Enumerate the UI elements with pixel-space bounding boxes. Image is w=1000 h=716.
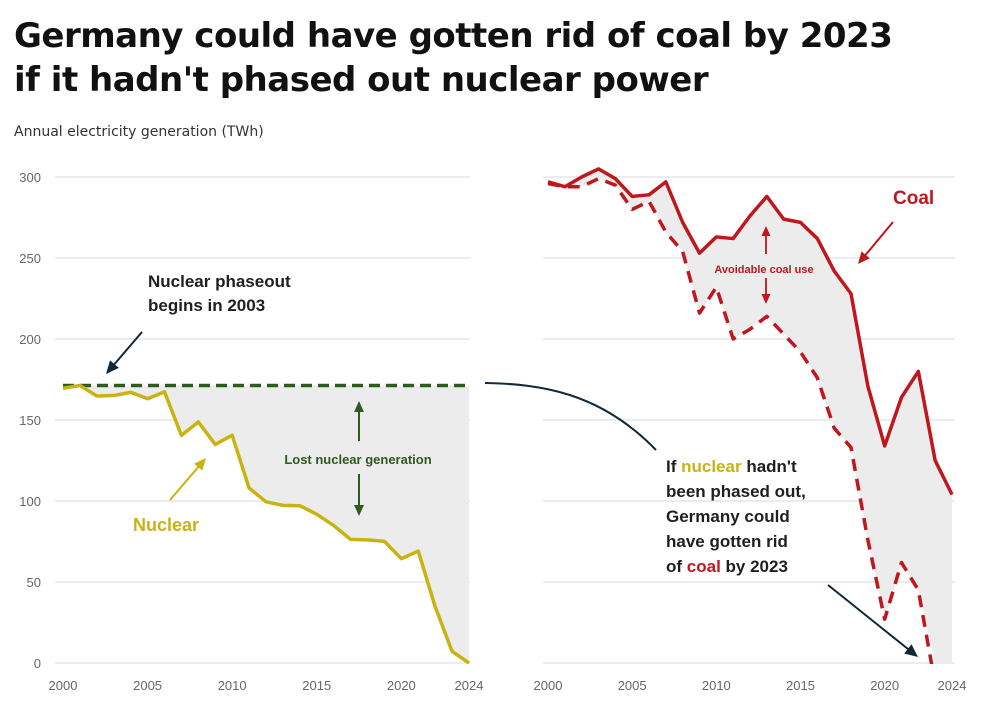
callout-text-part: hadn't: [742, 457, 797, 476]
callout-arrow: [827, 584, 918, 657]
nuclear-arrow-shaft: [169, 464, 201, 501]
avoidable-arrow-down-head: [761, 294, 771, 304]
callout-arrow-head: [904, 644, 918, 657]
x-axis: 2000 2005 2010 2015 2020 2024: [49, 678, 484, 693]
y-tick-label: 200: [502, 332, 524, 347]
avoidable-label: Avoidable coal use: [714, 264, 813, 276]
x-axis-right: 2000 2005 2010 2015 2020 2024: [534, 678, 967, 693]
avoidable-arrow-up: [761, 226, 771, 254]
callout-text-part: of: [666, 557, 687, 576]
coal-arrow-head: [858, 251, 870, 264]
y-tick-label: 200: [19, 332, 41, 347]
series-line-coal-without-nuclear-phaseout: [547, 176, 934, 664]
y-axis: 0 50 100 150 200 250 300: [19, 170, 41, 671]
x-tick-label: 2010: [218, 678, 247, 693]
avoidable-coal-area: [548, 168, 952, 663]
callout-text-part: have gotten rid: [666, 532, 788, 551]
x-tick-label: 2005: [618, 678, 647, 693]
y-tick-label: 100: [502, 494, 524, 509]
x-tick-label: 2024: [938, 678, 967, 693]
x-tick-label: 2005: [133, 678, 162, 693]
coal-series-label: Coal: [893, 188, 934, 209]
y-tick-label: 150: [502, 413, 524, 428]
y-axis: 0 50 100 150 200 250 300: [502, 170, 524, 671]
callout-text-part: If: [666, 457, 681, 476]
connector-curve: [484, 382, 657, 451]
x-axis: 2000 2005 2010 2015 2020 2024: [534, 678, 967, 693]
y-tick-label: 300: [502, 170, 524, 185]
phaseout-label-line: begins in 2003: [148, 296, 265, 315]
y-tick-label: 150: [19, 413, 41, 428]
phaseout-label: Nuclear phaseout begins in 2003: [148, 272, 291, 315]
phaseout-arrow-head: [106, 360, 119, 374]
x-tick-label: 2010: [702, 678, 731, 693]
title-line-1: Germany could have gotten rid of coal by…: [14, 16, 893, 56]
nuclear-arrow: [169, 458, 206, 501]
nuclear-arrow-head: [194, 458, 206, 471]
lost-generation-label: Lost nuclear generation: [284, 452, 431, 467]
series-line-nuclear: [62, 383, 470, 665]
callout-text-part: Germany could: [666, 507, 790, 526]
x-tick-label: 2015: [302, 678, 331, 693]
lost-arrow-down: [354, 474, 364, 516]
y-tick-label: 50: [510, 575, 524, 590]
series-line-coal: [547, 167, 954, 496]
x-tick-label: 2000: [49, 678, 78, 693]
title-line-2: if it hadn't phased out nuclear power: [14, 60, 709, 100]
y-tick-label: 250: [502, 251, 524, 266]
lost-generation-area: [63, 385, 469, 663]
coal-arrow-shaft: [863, 221, 894, 258]
x-tick-label: 2020: [387, 678, 416, 693]
callout-text-part: nuclear: [681, 457, 742, 476]
avoidable-arrow-up-head: [761, 226, 771, 236]
callout-text-part: coal: [687, 557, 721, 576]
y-tick-label: 50: [27, 575, 41, 590]
x-tick-label: 2024: [455, 678, 484, 693]
callout-text-part: by 2023: [721, 557, 788, 576]
lost-arrow-up: [354, 401, 364, 441]
callout-text-part: been phased out,: [666, 482, 806, 501]
callout-arrow-shaft: [827, 584, 911, 652]
phaseout-label-line: Nuclear phaseout: [148, 272, 291, 291]
y-tick-label: 250: [19, 251, 41, 266]
x-tick-label: 2000: [534, 678, 563, 693]
x-tick-label: 2020: [870, 678, 899, 693]
phaseout-arrow: [106, 331, 143, 374]
chart-title: Germany could have gotten rid of coal by…: [14, 14, 893, 102]
nuclear-series-label: Nuclear: [133, 515, 199, 535]
callout-text: If nuclear hadn't been phased out, Germany…: [666, 457, 806, 576]
lost-arrow-up-head: [354, 401, 364, 412]
y-tick-label: 300: [19, 170, 41, 185]
phaseout-arrow-shaft: [112, 331, 143, 367]
chart-subtitle: Annual electricity generation (TWh): [14, 124, 264, 140]
lost-arrow-down-head: [354, 505, 364, 516]
coal-arrow: [858, 221, 894, 264]
y-tick-label: 0: [517, 656, 524, 671]
x-tick-label: 2015: [786, 678, 815, 693]
avoidable-arrow-down: [761, 278, 771, 304]
y-tick-label: 0: [34, 656, 41, 671]
y-tick-label: 100: [19, 494, 41, 509]
